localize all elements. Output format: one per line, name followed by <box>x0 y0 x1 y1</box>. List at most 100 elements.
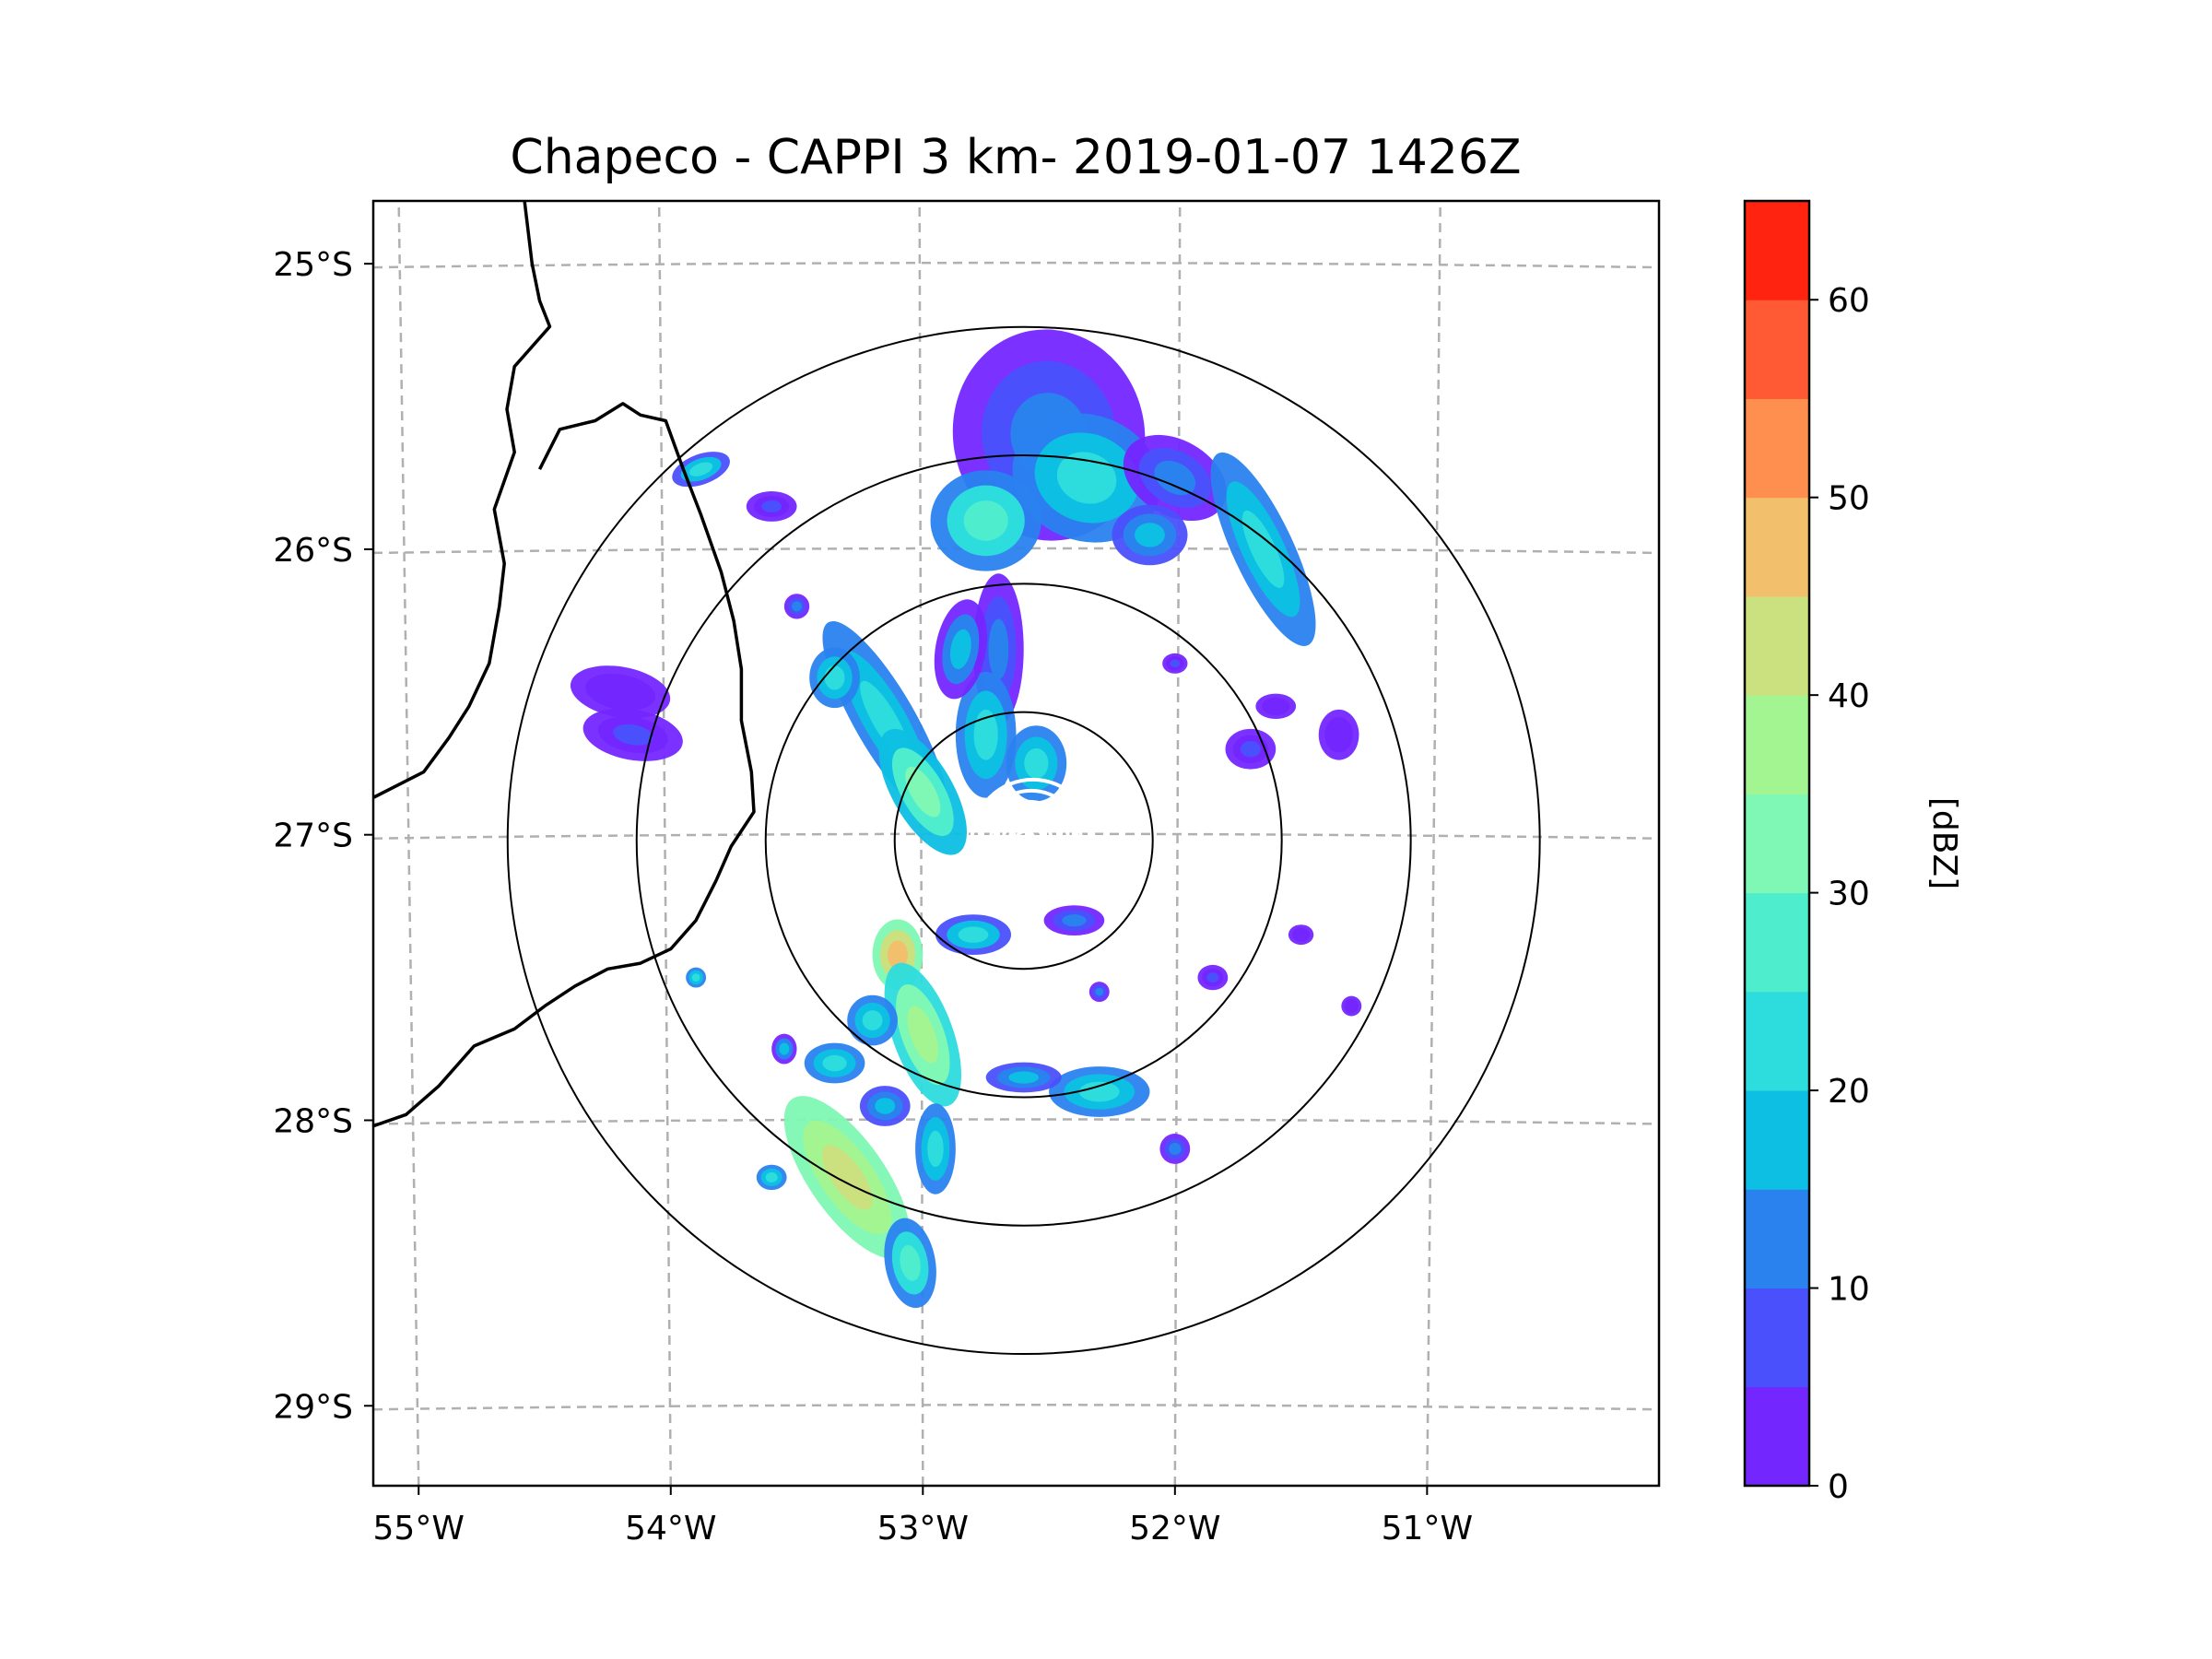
echo-cell-core <box>1330 724 1347 746</box>
echo-cell-core <box>613 724 653 746</box>
gridline-lat <box>373 261 1659 269</box>
colorbar-band <box>1745 300 1809 399</box>
echo-cell-core <box>792 601 802 612</box>
echo-cell <box>1049 1066 1150 1117</box>
colorbar-tick-label: 40 <box>1828 677 1870 715</box>
echo-cell <box>1012 413 1161 543</box>
colorbar-band <box>1745 201 1809 300</box>
ground-clutter-ring <box>979 788 1083 892</box>
range-ring <box>764 582 1283 1099</box>
map-plot-area <box>373 201 1659 1486</box>
echo-cell-core <box>1347 1002 1356 1010</box>
range-ring <box>506 325 1541 1356</box>
colorbar: 0 10 20 30 40 50 60 [dBZ] <box>1743 199 1963 1506</box>
colorbar-tick-label: 10 <box>1828 1271 1870 1309</box>
echo-cell <box>746 491 797 522</box>
longitude-ticks: 55°W 54°W 53°W 52°W 51°W <box>373 1486 1473 1547</box>
gridline-lon <box>397 201 420 1486</box>
echo-cell-core <box>1169 1142 1182 1156</box>
lat-tick-label: 27°S <box>273 818 353 855</box>
lon-tick-label: 55°W <box>373 1510 465 1547</box>
ground-clutter-ring <box>1007 821 1045 859</box>
range-ring <box>635 454 1412 1227</box>
echo-cell-core <box>905 766 941 818</box>
echo-cell <box>1112 504 1188 566</box>
echo-cell-core <box>862 1010 883 1031</box>
echo-cell <box>1197 964 1229 991</box>
colorbar-tick-label: 20 <box>1828 1073 1870 1111</box>
country-border <box>373 201 552 799</box>
echo-cell <box>1123 434 1227 522</box>
echo-cell-core <box>761 500 782 513</box>
colorbar-ticks: 0 10 20 30 40 50 60 <box>1809 282 1870 1506</box>
echo-cell-core <box>691 973 700 982</box>
echo-cell-core <box>824 665 845 690</box>
echo-cell <box>570 665 671 719</box>
echo-cell-core <box>779 1042 790 1055</box>
echo-cell-core <box>1135 523 1165 547</box>
echo-cell-core <box>1062 914 1087 927</box>
lon-tick-label: 51°W <box>1382 1510 1473 1547</box>
gridline-lon <box>1426 201 1441 1486</box>
echo-cell <box>1318 709 1359 760</box>
ground-clutter-ring <box>970 777 1096 903</box>
echo-cell-core <box>875 1098 896 1114</box>
range-rings <box>506 325 1541 1356</box>
echo-cell-core <box>1206 972 1219 983</box>
echo-cell <box>686 967 707 988</box>
echo-cell-core <box>821 1145 873 1210</box>
echo-cell <box>1255 693 1297 719</box>
ground-clutter-ring <box>994 806 1062 874</box>
colorbar-band <box>1745 794 1809 894</box>
echo-cell <box>809 647 860 709</box>
lat-tick-label: 25°S <box>273 246 353 284</box>
colorbar-tick-label: 30 <box>1828 876 1870 913</box>
lat-tick-label: 29°S <box>273 1388 353 1426</box>
gridline-lon <box>1173 201 1182 1486</box>
colorbar-band <box>1745 1189 1809 1289</box>
echo-cell-core <box>1170 659 1181 668</box>
echo-cell-core <box>1008 1071 1040 1084</box>
lat-tick-label: 28°S <box>273 1102 353 1140</box>
echo-cell <box>1341 995 1362 1017</box>
echo-cell <box>1043 905 1105 936</box>
echo-cell <box>783 594 810 619</box>
colorbar-tick-label: 0 <box>1828 1468 1849 1506</box>
reflectivity-echoes <box>570 329 1362 1309</box>
colorbar-label: [dBZ] <box>1925 797 1963 889</box>
colorbar-band <box>1745 595 1809 696</box>
lon-tick-label: 53°W <box>877 1510 969 1547</box>
echo-cell <box>1159 1134 1191 1164</box>
colorbar-frame <box>1743 199 1811 1488</box>
colorbar-band <box>1745 892 1809 993</box>
echo-cell-core <box>927 1130 944 1168</box>
echo-cell <box>1225 728 1277 770</box>
echo-cell-core <box>765 1171 778 1182</box>
ground-clutter-ring <box>1014 829 1037 852</box>
echo-cell <box>804 1042 865 1084</box>
echo-cell <box>930 470 1041 571</box>
chart-title: Chapeco - CAPPI 3 km- 2019-01-07 1426Z <box>510 130 1521 185</box>
echo-cell <box>847 994 898 1046</box>
echo-cell-core <box>1296 930 1307 939</box>
echo-cell <box>878 728 967 855</box>
echo-cell-core <box>958 926 989 943</box>
colorbar-band <box>1745 991 1809 1091</box>
colorbar-band <box>1745 398 1809 499</box>
echo-cell-core <box>1240 741 1261 758</box>
colorbar-bands <box>1745 201 1809 1487</box>
echo-cell <box>934 599 987 700</box>
echo-cell-core <box>689 462 713 477</box>
echo-cell <box>935 914 1012 956</box>
echo-cell-core <box>973 709 998 760</box>
map-frame <box>371 199 1661 1488</box>
echo-cell <box>884 1218 936 1309</box>
echo-cell <box>985 1062 1062 1093</box>
country-borders <box>373 201 756 1128</box>
echo-cell <box>582 708 683 761</box>
colorbar-band <box>1745 695 1809 794</box>
echo-cell-core <box>1056 452 1117 504</box>
echo-cell <box>1288 924 1314 946</box>
latitude-ticks: 25°S 26°S 27°S 28°S 29°S <box>273 246 373 1426</box>
